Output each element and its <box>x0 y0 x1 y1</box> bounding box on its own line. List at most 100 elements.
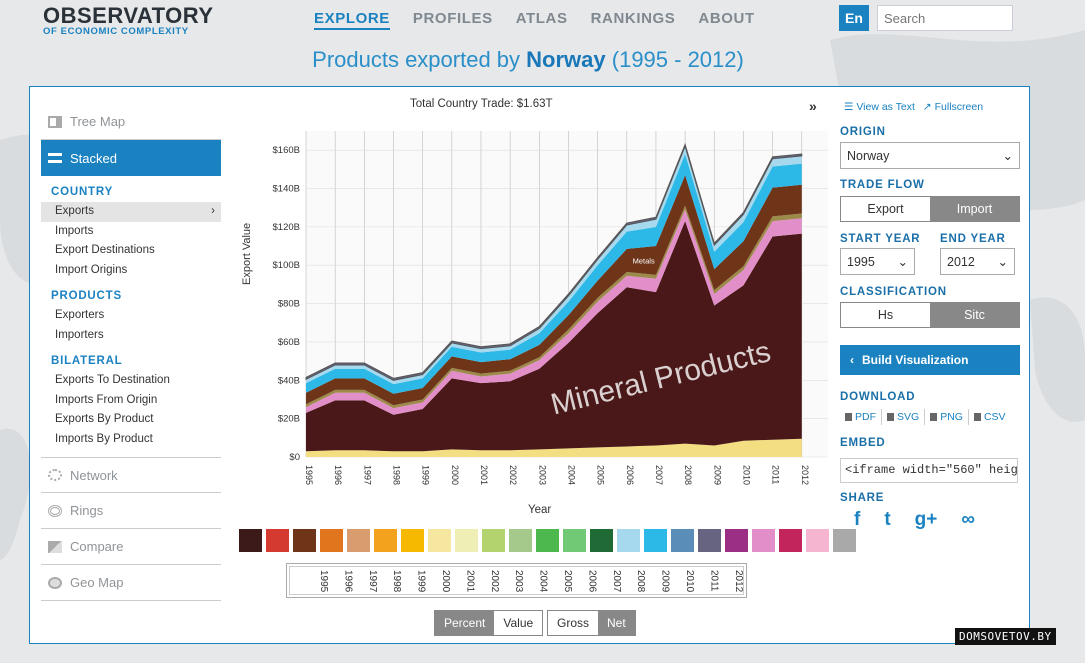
series-area[interactable] <box>306 209 802 415</box>
view-as-text-link[interactable]: ☰ View as Text <box>844 101 915 113</box>
search-input[interactable] <box>877 5 1013 31</box>
category-filter-icon[interactable] <box>401 529 424 552</box>
menu-stacked[interactable]: Stacked <box>41 140 221 176</box>
year-slider-label[interactable]: 2001 <box>464 570 475 593</box>
year-slider-label[interactable]: 1995 <box>318 570 329 593</box>
category-filter-icon[interactable] <box>644 529 667 552</box>
net-option[interactable]: Net <box>598 611 635 635</box>
year-slider-label[interactable]: 2008 <box>635 570 646 593</box>
year-slider-label[interactable]: 2007 <box>611 570 622 593</box>
category-filter-icon[interactable] <box>806 529 829 552</box>
fullscreen-link[interactable]: ↗ Fullscreen <box>923 101 983 113</box>
category-filter-icon[interactable] <box>428 529 451 552</box>
series-area[interactable] <box>306 154 802 394</box>
menu-compare[interactable]: Compare <box>41 529 221 565</box>
year-slider-label[interactable]: 2002 <box>489 570 500 593</box>
year-slider-label[interactable]: 2006 <box>586 570 597 593</box>
series-area[interactable] <box>305 142 803 381</box>
gross-option[interactable]: Gross <box>557 616 590 630</box>
value-option[interactable]: Value <box>503 616 534 630</box>
year-slider-label[interactable]: 2003 <box>513 570 524 593</box>
stacked-area-chart[interactable]: $0$20B$40B$60B$80B$100B$120B$140B$160BMi… <box>226 123 836 495</box>
origin-select[interactable]: Norway ⌄ <box>840 142 1020 169</box>
category-filter-icon[interactable] <box>536 529 559 552</box>
google-plus-icon[interactable]: g+ <box>914 509 938 530</box>
download-png[interactable]: PNG <box>925 409 969 425</box>
submenu-exports-by-product[interactable]: Exports By Product <box>55 413 154 425</box>
category-filter-icon[interactable] <box>293 529 316 552</box>
import-option[interactable]: Import <box>930 197 1019 221</box>
embed-code-field[interactable]: <iframe width="560" height <box>840 458 1018 483</box>
category-filter-icon[interactable] <box>833 529 856 552</box>
category-filter-icon[interactable] <box>779 529 802 552</box>
end-year-select[interactable]: 2012 ⌄ <box>940 248 1015 275</box>
language-button[interactable]: En <box>839 5 869 31</box>
nav-rankings[interactable]: RANKINGS <box>590 10 676 27</box>
submenu-imports-by-product[interactable]: Imports By Product <box>55 432 153 445</box>
submenu-export-destinations[interactable]: Export Destinations <box>55 244 155 256</box>
category-filter-icon[interactable] <box>239 529 262 552</box>
year-slider-label[interactable]: 2004 <box>538 570 549 593</box>
category-filter-icon[interactable] <box>725 529 748 552</box>
category-filter-icon[interactable] <box>455 529 478 552</box>
year-slider-label[interactable]: 1996 <box>342 570 353 593</box>
year-slider-label[interactable]: 2012 <box>733 570 744 593</box>
fullscreen-label: Fullscreen <box>934 101 984 113</box>
submenu-importers[interactable]: Importers <box>55 328 104 341</box>
percent-option[interactable]: Percent <box>435 611 495 635</box>
category-filter-icon[interactable] <box>563 529 586 552</box>
series-area[interactable] <box>306 175 802 406</box>
double-chevron-right-icon[interactable]: » <box>809 98 817 114</box>
year-slider-label[interactable]: 2005 <box>562 570 573 593</box>
submenu-exports[interactable]: Exports › <box>41 202 221 222</box>
nav-atlas[interactable]: ATLAS <box>515 10 568 27</box>
menu-network[interactable]: Network <box>41 457 221 493</box>
year-slider[interactable]: 1995 1996 1997 1998 1999 2000 2001 2002 2003 2004… <box>286 563 747 598</box>
link-icon[interactable]: ∞ <box>961 509 975 530</box>
year-slider-label[interactable]: 2010 <box>684 570 695 593</box>
start-year-select[interactable]: 1995 ⌄ <box>840 248 915 275</box>
download-svg[interactable]: SVG <box>882 409 926 425</box>
series-area[interactable] <box>306 438 802 457</box>
submenu-exporters[interactable]: Exporters <box>55 309 105 321</box>
category-filter-icon[interactable] <box>590 529 613 552</box>
category-filter-icon[interactable] <box>320 529 343 552</box>
build-visualization-button[interactable]: ‹ Build Visualization <box>840 345 1020 375</box>
category-filter-icon[interactable] <box>347 529 370 552</box>
submenu-exports-to-destination[interactable]: Exports To Destination <box>55 374 170 386</box>
year-slider-label[interactable]: 2011 <box>708 570 719 592</box>
category-filter-icon[interactable] <box>752 529 775 552</box>
download-csv[interactable]: CSV <box>969 409 1011 425</box>
title-country[interactable]: Norway <box>526 47 606 72</box>
twitter-icon[interactable]: t <box>884 509 891 530</box>
category-filter-icon[interactable] <box>509 529 532 552</box>
submenu-import-origins[interactable]: Import Origins <box>55 263 128 276</box>
category-filter-icon[interactable] <box>617 529 640 552</box>
nav-about[interactable]: ABOUT <box>698 10 755 27</box>
category-filter-icon[interactable] <box>482 529 505 552</box>
nav-explore[interactable]: EXPLORE <box>314 10 390 30</box>
sitc-option[interactable]: Sitc <box>930 303 1019 327</box>
year-slider-label[interactable]: 2000 <box>440 570 451 593</box>
year-slider-label[interactable]: 1997 <box>367 570 378 593</box>
menu-geo-map[interactable]: Geo Map <box>41 565 221 601</box>
menu-rings[interactable]: Rings <box>41 493 221 529</box>
facebook-icon[interactable]: f <box>854 509 861 530</box>
year-slider-label[interactable]: 1999 <box>416 570 427 593</box>
category-filter-icon[interactable] <box>698 529 721 552</box>
export-option[interactable]: Export <box>867 202 904 216</box>
submenu-imports[interactable]: Imports <box>55 224 94 237</box>
year-slider-label[interactable]: 2009 <box>660 570 671 593</box>
category-filter-icon[interactable] <box>266 529 289 552</box>
submenu-imports-from-origin[interactable]: Imports From Origin <box>55 393 158 406</box>
site-logo[interactable]: OBSERVATORY OF ECONOMIC COMPLEXITY <box>43 3 214 37</box>
category-filter-icon[interactable] <box>374 529 397 552</box>
category-filter-icon[interactable] <box>671 529 694 552</box>
x-tick-label: 2009 <box>712 465 722 485</box>
menu-tree-map[interactable]: Tree Map <box>41 104 221 140</box>
hs-option[interactable]: Hs <box>877 308 894 322</box>
year-slider-label[interactable]: 1998 <box>391 570 402 593</box>
nav-profiles[interactable]: PROFILES <box>412 10 493 27</box>
series-area[interactable] <box>306 221 802 452</box>
download-pdf[interactable]: PDF <box>840 409 882 425</box>
